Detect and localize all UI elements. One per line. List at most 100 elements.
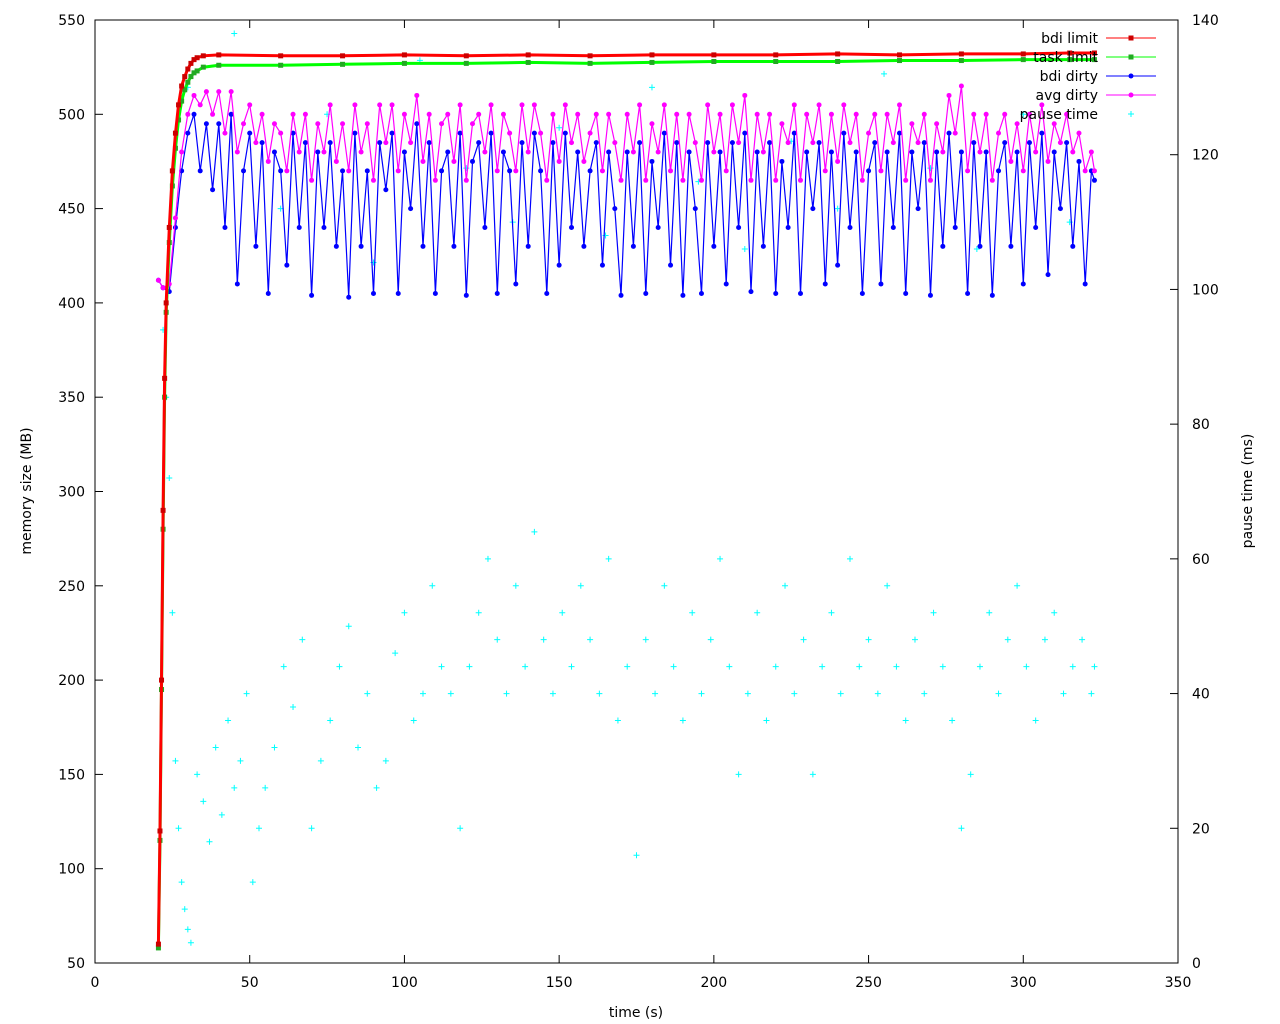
data-point	[179, 149, 185, 155]
data-point	[853, 149, 859, 155]
data-point	[711, 243, 717, 249]
data-point	[519, 102, 525, 108]
data-point	[890, 140, 896, 146]
data-point	[194, 771, 201, 778]
data-point	[996, 168, 1002, 174]
data-point	[317, 757, 324, 764]
data-point	[228, 111, 234, 117]
x-tick-label: 100	[391, 975, 418, 991]
data-point	[612, 140, 618, 146]
data-point	[191, 92, 197, 98]
data-point	[525, 52, 531, 58]
data-point	[447, 690, 454, 697]
data-point	[965, 290, 971, 296]
data-point	[581, 243, 587, 249]
data-point	[1091, 50, 1097, 56]
data-point	[336, 663, 343, 670]
legend-label: task limit	[1033, 50, 1098, 66]
data-point	[797, 290, 803, 296]
data-point	[1091, 57, 1097, 63]
data-point	[828, 609, 835, 616]
data-point	[705, 140, 711, 146]
data-point	[760, 149, 766, 155]
data-point	[308, 825, 315, 832]
data-point	[155, 277, 161, 283]
data-point	[791, 130, 797, 136]
legend-label: bdi limit	[1041, 31, 1098, 47]
data-point	[878, 281, 884, 287]
data-point	[1020, 168, 1026, 174]
x-tick-label: 250	[855, 975, 882, 991]
data-point	[364, 121, 370, 127]
data-point	[809, 771, 816, 778]
data-point	[952, 224, 958, 230]
data-point	[429, 582, 436, 589]
data-point	[265, 290, 271, 296]
data-point	[556, 158, 562, 164]
data-point	[575, 111, 581, 117]
data-point	[989, 292, 995, 298]
data-point	[736, 140, 742, 146]
data-point	[445, 111, 451, 117]
y2-tick-label: 20	[1192, 821, 1210, 837]
data-point	[1060, 690, 1067, 697]
data-point	[593, 111, 599, 117]
data-point	[188, 60, 194, 66]
data-point	[996, 130, 1002, 136]
data-point	[544, 290, 550, 296]
data-point	[834, 205, 841, 212]
y2-tick-label: 100	[1192, 282, 1219, 298]
data-point	[958, 825, 965, 832]
data-point	[902, 717, 909, 724]
data-point	[1033, 224, 1039, 230]
data-point	[606, 149, 612, 155]
legend-swatch-marker	[1128, 35, 1134, 41]
data-point	[965, 168, 971, 174]
data-point	[200, 798, 207, 805]
data-point	[1039, 130, 1045, 136]
data-point	[643, 290, 649, 296]
data-point	[401, 111, 407, 117]
data-point	[881, 70, 888, 77]
data-point	[1079, 636, 1086, 643]
data-point	[315, 149, 321, 155]
data-point	[940, 149, 946, 155]
data-point	[866, 168, 872, 174]
data-point	[218, 811, 225, 818]
data-point	[340, 61, 346, 67]
data-point	[327, 717, 334, 724]
data-point	[649, 121, 655, 127]
data-point	[680, 292, 686, 298]
data-point	[841, 130, 847, 136]
data-point	[408, 206, 414, 212]
data-point	[946, 130, 952, 136]
data-point	[847, 140, 853, 146]
data-point	[1064, 111, 1070, 117]
legend: bdi limit task limit bdi dirty avg dirty pau…	[1020, 31, 1156, 123]
data-point	[432, 290, 438, 296]
data-point	[475, 609, 482, 616]
data-point	[352, 130, 358, 136]
x-ticks: 0 50 100 150 200 250 300 350	[91, 20, 1191, 991]
data-point	[717, 555, 724, 562]
data-point	[822, 281, 828, 287]
data-point	[182, 87, 188, 93]
data-point	[470, 121, 476, 127]
data-point	[711, 149, 717, 155]
data-point	[612, 206, 618, 212]
data-point	[575, 149, 581, 155]
plot-frame	[94, 19, 1179, 964]
data-point	[816, 102, 822, 108]
data-point	[649, 158, 655, 164]
data-point	[247, 102, 253, 108]
data-point	[915, 140, 921, 146]
data-point	[185, 111, 191, 117]
data-point	[383, 187, 389, 193]
y-tick-label: 100	[58, 862, 85, 878]
data-point	[1082, 281, 1088, 287]
data-point	[633, 852, 640, 859]
data-point	[531, 528, 538, 535]
data-point	[296, 224, 302, 230]
data-point	[482, 224, 488, 230]
data-point	[587, 60, 593, 66]
